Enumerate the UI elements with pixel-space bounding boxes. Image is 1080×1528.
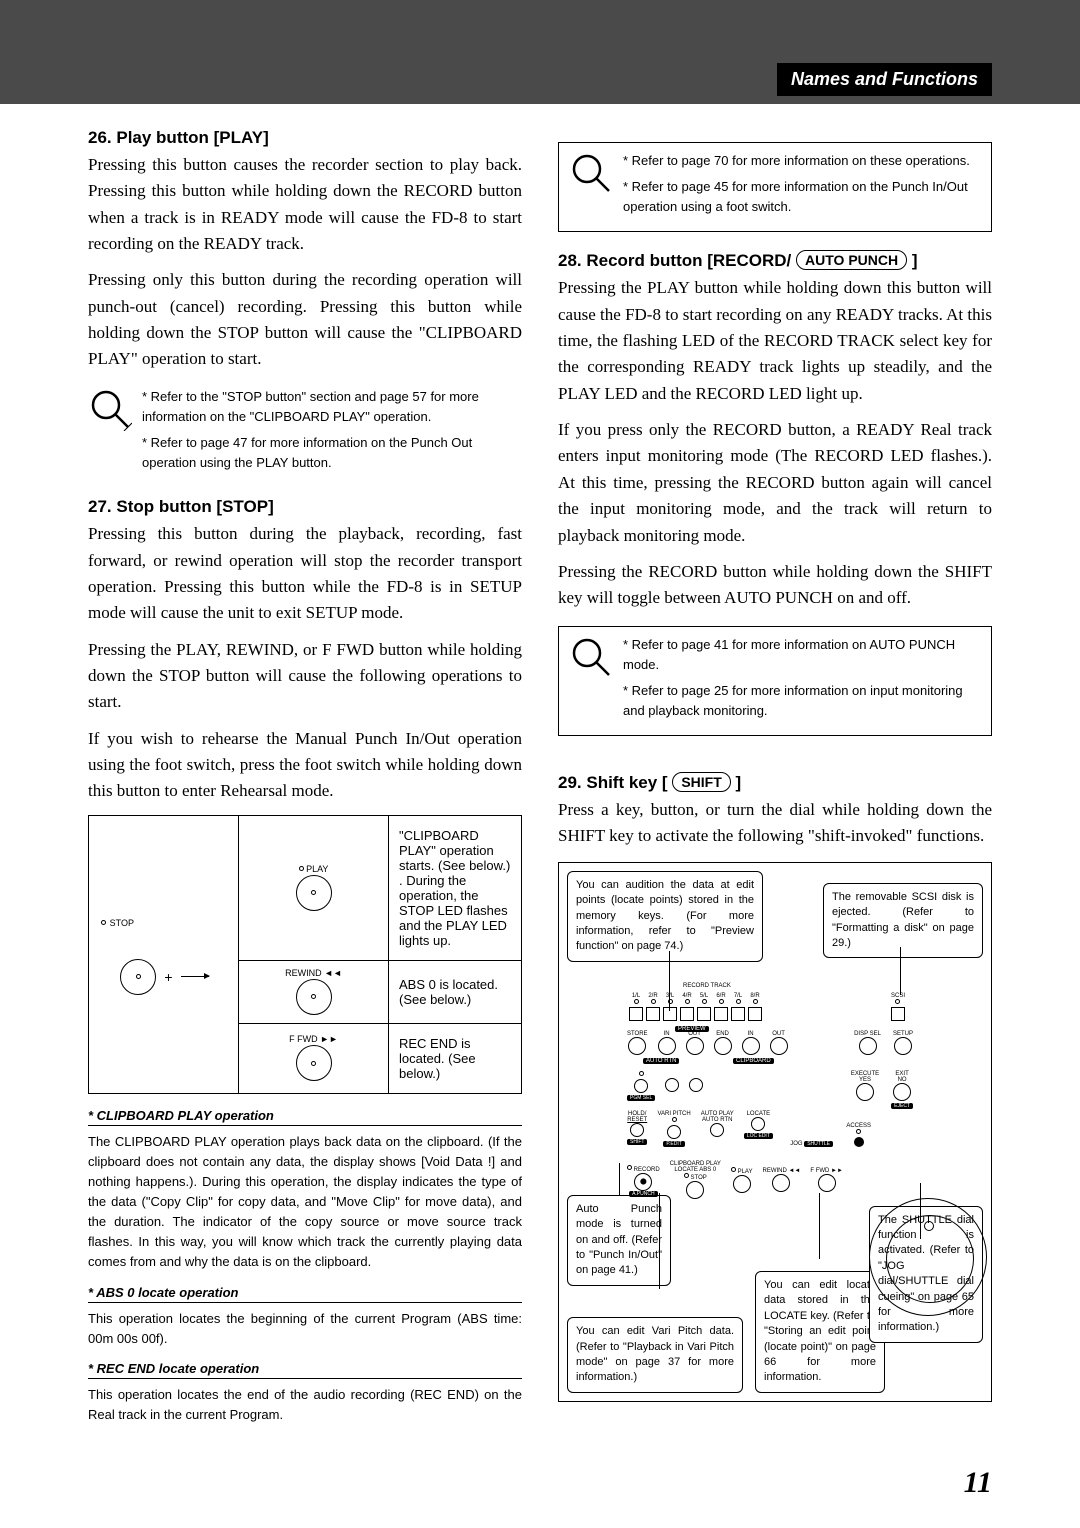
cell-rewind-desc: ABS 0 is located. (See below.) [389, 960, 522, 1023]
right-column: * Refer to page 70 for more information … [558, 128, 992, 1425]
sub3-head: * REC END locate operation [88, 1361, 522, 1379]
s28-note2: * Refer to page 25 for more information … [623, 681, 981, 721]
stop-combo-table: STOP + PLAY "CLIPBOARD PLAY" operation s… [88, 815, 522, 1094]
sub3-body: This operation locates the end of the au… [88, 1385, 522, 1425]
header-band: Names and Functions [0, 0, 1080, 104]
callout-autopunch: Auto Punch mode is turned on and off. (R… [567, 1195, 671, 1286]
sub1-body: The CLIPBOARD PLAY operation plays back … [88, 1132, 522, 1273]
s28-note: * Refer to page 41 for more information … [558, 626, 992, 737]
page-content: 26. Play button [PLAY] Pressing this but… [0, 104, 1080, 1425]
cell-ffwd-btn: F FWD ►► [239, 1023, 389, 1093]
callout-locate: You can edit locate data stored in the L… [755, 1271, 885, 1393]
jog-dial-icon [869, 1198, 987, 1316]
page-number: 11 [964, 1466, 992, 1500]
left-column: 26. Play button [PLAY] Pressing this but… [88, 128, 522, 1425]
section-title: Names and Functions [777, 63, 992, 96]
shift-diagram: You can audition the data at edit points… [558, 862, 992, 1402]
heading-27: 27. Stop button [STOP] [88, 497, 522, 517]
cell-rewind-btn: REWIND ◄◄ [239, 960, 389, 1023]
cell-stop: STOP + [89, 815, 239, 1093]
auto-punch-pill: AUTO PUNCH [796, 250, 907, 270]
cell-ffwd-desc: REC END is located. (See below.) [389, 1023, 522, 1093]
callout-preview: You can audition the data at edit points… [567, 871, 763, 962]
s27-p2: Pressing the PLAY, REWIND, or F FWD butt… [88, 637, 522, 716]
callout-scsi: The removable SCSI disk is ejected. (Ref… [823, 883, 983, 959]
s28-p2: If you press only the RECORD button, a R… [558, 417, 992, 549]
topnote2: * Refer to page 45 for more information … [623, 177, 981, 217]
magnifier-icon [569, 151, 613, 195]
sub2-body: This operation locates the beginning of … [88, 1309, 522, 1349]
shift-pill: SHIFT [672, 772, 730, 792]
s26-p1: Pressing this button causes the recorder… [88, 152, 522, 257]
right-top-note: * Refer to page 70 for more information … [558, 142, 992, 232]
s26-note2: * Refer to page 47 for more information … [142, 433, 522, 473]
sub1-head: * CLIPBOARD PLAY operation [88, 1108, 522, 1126]
s29-p1: Press a key, button, or turn the dial wh… [558, 797, 992, 850]
heading-28: 28. Record button [RECORD/ AUTO PUNCH ] [558, 250, 992, 271]
magnifier-icon [569, 635, 613, 679]
s28-p1: Pressing the PLAY button while holding d… [558, 275, 992, 407]
topnote1: * Refer to page 70 for more information … [623, 151, 981, 171]
s27-p3: If you wish to rehearse the Manual Punch… [88, 726, 522, 805]
s28-p3: Pressing the RECORD button while holding… [558, 559, 992, 612]
s26-note: * Refer to the "STOP button" section and… [88, 387, 522, 480]
cell-play-btn: PLAY [239, 815, 389, 960]
heading-29: 29. Shift key [ SHIFT ] [558, 772, 992, 793]
callout-varipitch: You can edit Vari Pitch data. (Refer to … [567, 1317, 743, 1393]
s26-p2: Pressing only this button during the rec… [88, 267, 522, 372]
sub2-head: * ABS 0 locate operation [88, 1285, 522, 1303]
s28-note1: * Refer to page 41 for more information … [623, 635, 981, 675]
magnifier-icon [88, 387, 132, 431]
s26-note1: * Refer to the "STOP button" section and… [142, 387, 522, 427]
heading-26: 26. Play button [PLAY] [88, 128, 522, 148]
cell-play-desc: "CLIPBOARD PLAY" operation starts. (See … [389, 815, 522, 960]
s27-p1: Pressing this button during the playback… [88, 521, 522, 626]
control-panel-sketch: 1/L 2/R 3/L 4/R 5/L 6/R 7/L 8/R RECORD T… [613, 993, 983, 1193]
